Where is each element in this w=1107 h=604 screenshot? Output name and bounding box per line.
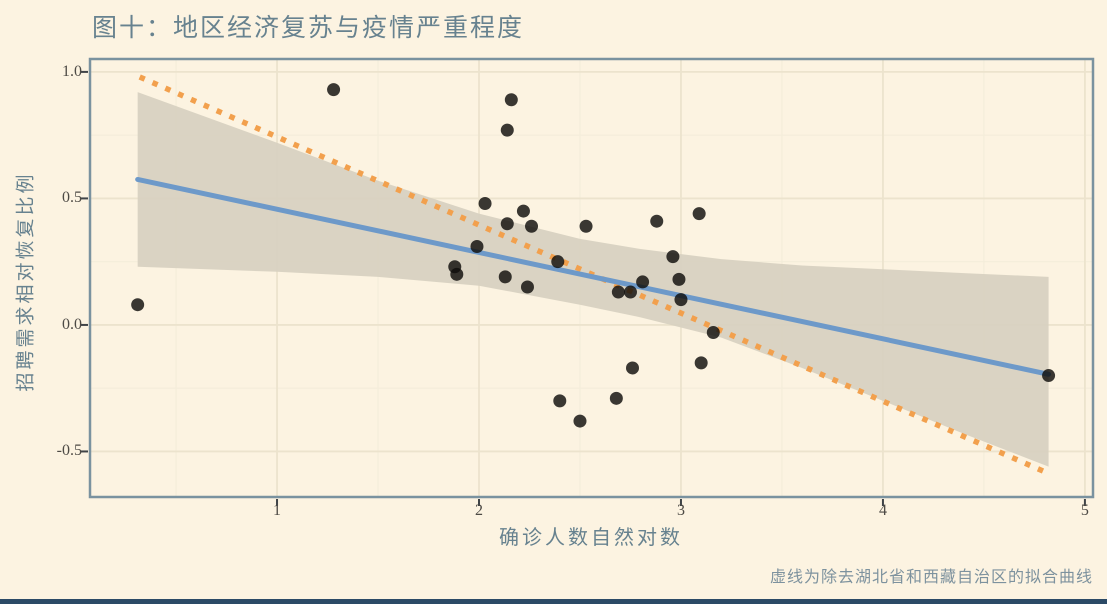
y-tick-label: 0.5 [62,189,82,207]
data-point [525,219,539,233]
data-point [579,219,593,233]
solid-fit-line [135,176,1052,377]
data-point [674,293,688,307]
data-point [498,270,512,284]
data-point [694,356,708,370]
data-point [636,275,650,289]
data-point [470,239,484,253]
data-point [500,123,514,137]
data-point [1042,369,1056,383]
data-point [623,285,637,299]
x-tick-label: 1 [273,502,282,519]
data-point [692,207,706,221]
chart-caption: 虚线为除去湖北省和西藏自治区的拟合曲线 [769,569,1093,586]
data-point [553,394,567,408]
data-point [611,285,625,299]
y-tick-label: 1.0 [62,62,82,80]
x-tick-label: 5 [1080,502,1089,519]
data-point [504,93,518,107]
data-point [573,414,587,428]
data-point [672,272,686,286]
data-point [666,250,680,264]
y-tick-label: 0.0 [62,315,82,333]
x-axis-title: 确诊人数自然对数 [499,527,683,549]
bottom-accent-bar [0,599,1107,604]
data-point [450,267,464,281]
data-point [327,83,341,97]
data-point [520,280,534,294]
data-point [478,196,492,210]
data-point [706,326,720,340]
data-point [551,255,565,269]
y-tick-label: -0.5 [56,442,82,460]
x-tick-label: 3 [676,502,685,519]
data-point [131,298,145,312]
data-point [626,361,640,375]
data-point [650,214,664,228]
panel-border [88,57,1095,499]
x-tick-label: 4 [878,502,887,519]
data-point [609,391,623,405]
chart-title: 图十：地区经济复苏与疫情严重程度 [92,15,525,42]
y-axis-title: 招聘需求相对恢复比例 [15,171,37,392]
data-point [500,217,514,231]
x-tick-label: 2 [475,502,483,519]
data-point [516,204,530,218]
